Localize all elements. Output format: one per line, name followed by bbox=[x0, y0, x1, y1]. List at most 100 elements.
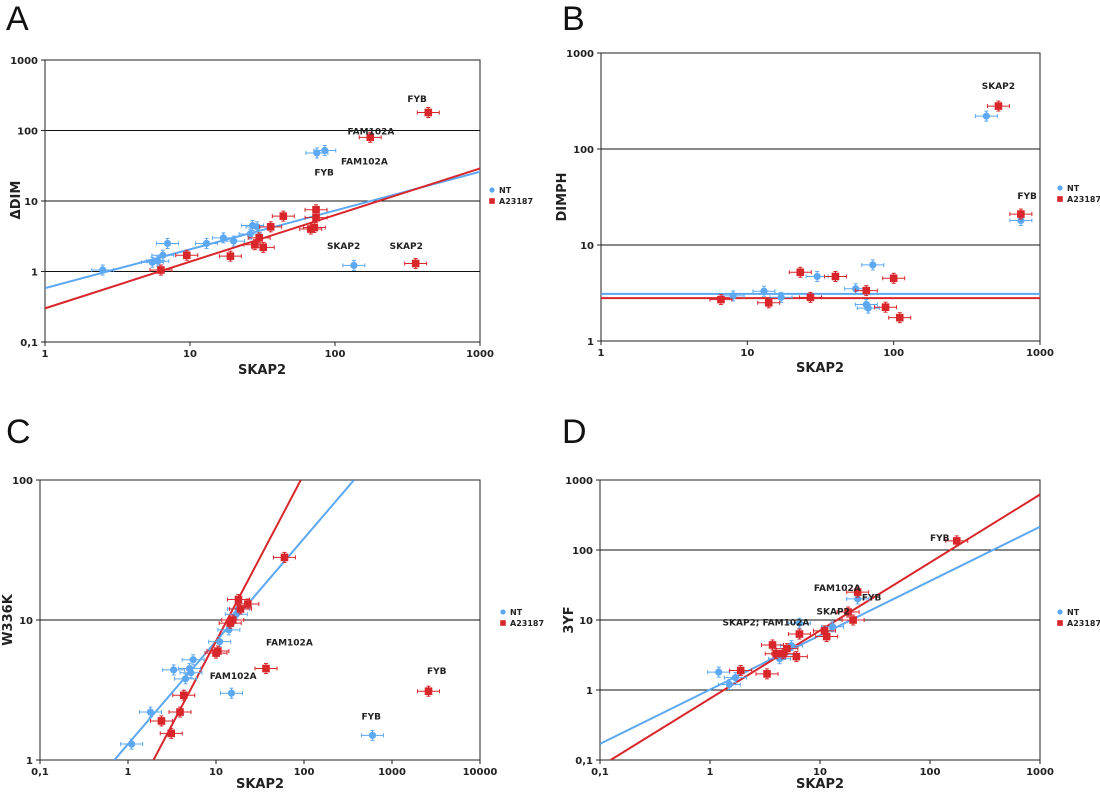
legend-label: NT bbox=[499, 186, 512, 195]
data-point bbox=[157, 717, 166, 725]
series-nt bbox=[120, 603, 384, 750]
legend: NT A23187 bbox=[489, 186, 533, 206]
y-axis-label: ΔDIM bbox=[9, 181, 24, 220]
data-point bbox=[366, 133, 375, 142]
data-point bbox=[159, 251, 167, 259]
data-point bbox=[763, 670, 771, 678]
legend-marker-a23187 bbox=[500, 620, 506, 626]
data-point bbox=[176, 708, 184, 716]
y-tick-label: 1 bbox=[586, 686, 593, 697]
y-tick-label: 0,1 bbox=[20, 338, 38, 349]
x-axis-label: SKAP2 bbox=[796, 777, 844, 792]
data-point bbox=[715, 668, 723, 676]
data-point bbox=[869, 261, 877, 269]
data-point bbox=[202, 239, 211, 248]
series-a23187 bbox=[709, 100, 1033, 324]
chart-panel-d: D0,1 1 10 100 10000,11101001000SKAP23YFFYBFA… bbox=[562, 413, 1100, 792]
data-point bbox=[768, 641, 777, 649]
data-point bbox=[259, 243, 268, 252]
data-point bbox=[1017, 210, 1025, 218]
legend: NT A23187 bbox=[1057, 608, 1100, 628]
chart-panel-b: B 1 10 100 1000 1 10 100 1000 SKAP2 DIMPH SKAP2 FYB N… bbox=[555, 0, 1100, 376]
annotation-label: FYB bbox=[930, 534, 950, 544]
annotation-label: SKAP2 bbox=[817, 607, 850, 617]
data-point bbox=[255, 234, 263, 242]
y-tick-label: 1 bbox=[26, 756, 33, 767]
data-point bbox=[952, 537, 961, 545]
series-nt bbox=[721, 110, 1033, 314]
x-tick-label: 1000 bbox=[1026, 767, 1054, 778]
annotation-label: SKAP2 bbox=[982, 82, 1015, 92]
x-tick-label: 10000 bbox=[463, 767, 498, 778]
x-tick-label: 10 bbox=[813, 767, 827, 778]
data-point bbox=[310, 223, 319, 232]
y-tick-label: 0,1 bbox=[575, 756, 593, 767]
data-point bbox=[864, 304, 872, 312]
data-point bbox=[251, 240, 259, 249]
panel-letter: B bbox=[562, 0, 585, 38]
data-point bbox=[736, 666, 745, 675]
y-tick-label: 1000 bbox=[566, 49, 594, 60]
y-tick-label: 100 bbox=[17, 127, 38, 138]
panel-letter: C bbox=[6, 413, 31, 451]
data-point bbox=[779, 649, 787, 658]
data-point bbox=[731, 674, 739, 682]
data-point bbox=[128, 740, 136, 748]
annotation-label: FYB bbox=[361, 712, 381, 722]
y-tick-label: 1000 bbox=[10, 56, 38, 67]
y-tick-label: 10 bbox=[19, 616, 33, 627]
data-point bbox=[227, 689, 236, 697]
data-point bbox=[853, 588, 862, 596]
data-point bbox=[182, 251, 191, 260]
y-tick-label: 1 bbox=[587, 337, 594, 348]
legend-label: A23187 bbox=[499, 197, 533, 206]
data-point bbox=[189, 656, 197, 664]
data-point bbox=[424, 108, 433, 117]
legend-label: NT bbox=[1067, 608, 1080, 617]
data-point bbox=[368, 731, 377, 739]
data-point bbox=[216, 638, 224, 646]
x-tick-label: 1 bbox=[42, 349, 49, 360]
annotation-label: FAM102A bbox=[266, 638, 313, 648]
data-point bbox=[219, 234, 228, 242]
legend-label: A23187 bbox=[510, 619, 544, 628]
x-tick-label: 10 bbox=[740, 348, 754, 359]
data-point bbox=[844, 608, 852, 616]
data-point bbox=[828, 623, 837, 631]
data-point bbox=[312, 213, 320, 222]
x-tick-label: 10 bbox=[209, 767, 223, 778]
y-axis-label: 3YF bbox=[562, 606, 577, 633]
data-point bbox=[312, 206, 320, 214]
data-point bbox=[225, 626, 233, 634]
data-point bbox=[214, 647, 222, 655]
data-point bbox=[321, 146, 329, 155]
legend: NT A23187 bbox=[500, 608, 544, 628]
legend-label: NT bbox=[510, 608, 523, 617]
data-point bbox=[895, 313, 904, 322]
x-axis-label: SKAP2 bbox=[796, 361, 844, 376]
y-tick-label: 10 bbox=[580, 241, 594, 252]
series-a23187 bbox=[729, 535, 969, 680]
data-point bbox=[154, 257, 162, 265]
legend: NT A23187 bbox=[1057, 184, 1100, 204]
data-point bbox=[157, 266, 165, 274]
data-point bbox=[792, 652, 801, 661]
data-point bbox=[262, 664, 270, 673]
data-point bbox=[234, 595, 243, 604]
data-point bbox=[167, 729, 176, 738]
x-tick-label: 100 bbox=[294, 767, 315, 778]
data-point bbox=[822, 632, 831, 641]
data-point bbox=[236, 605, 245, 613]
x-tick-label: 1000 bbox=[378, 767, 406, 778]
x-tick-label: 100 bbox=[883, 348, 904, 359]
legend-marker-nt bbox=[500, 609, 506, 615]
legend-marker-a23187 bbox=[489, 198, 495, 204]
legend-marker-nt bbox=[1057, 609, 1063, 615]
data-point bbox=[729, 292, 737, 300]
y-tick-label: 100 bbox=[573, 145, 594, 156]
annotation-label: FYB bbox=[314, 168, 334, 178]
y-tick-label: 100 bbox=[572, 546, 593, 557]
x-tick-label: 1 bbox=[707, 767, 714, 778]
